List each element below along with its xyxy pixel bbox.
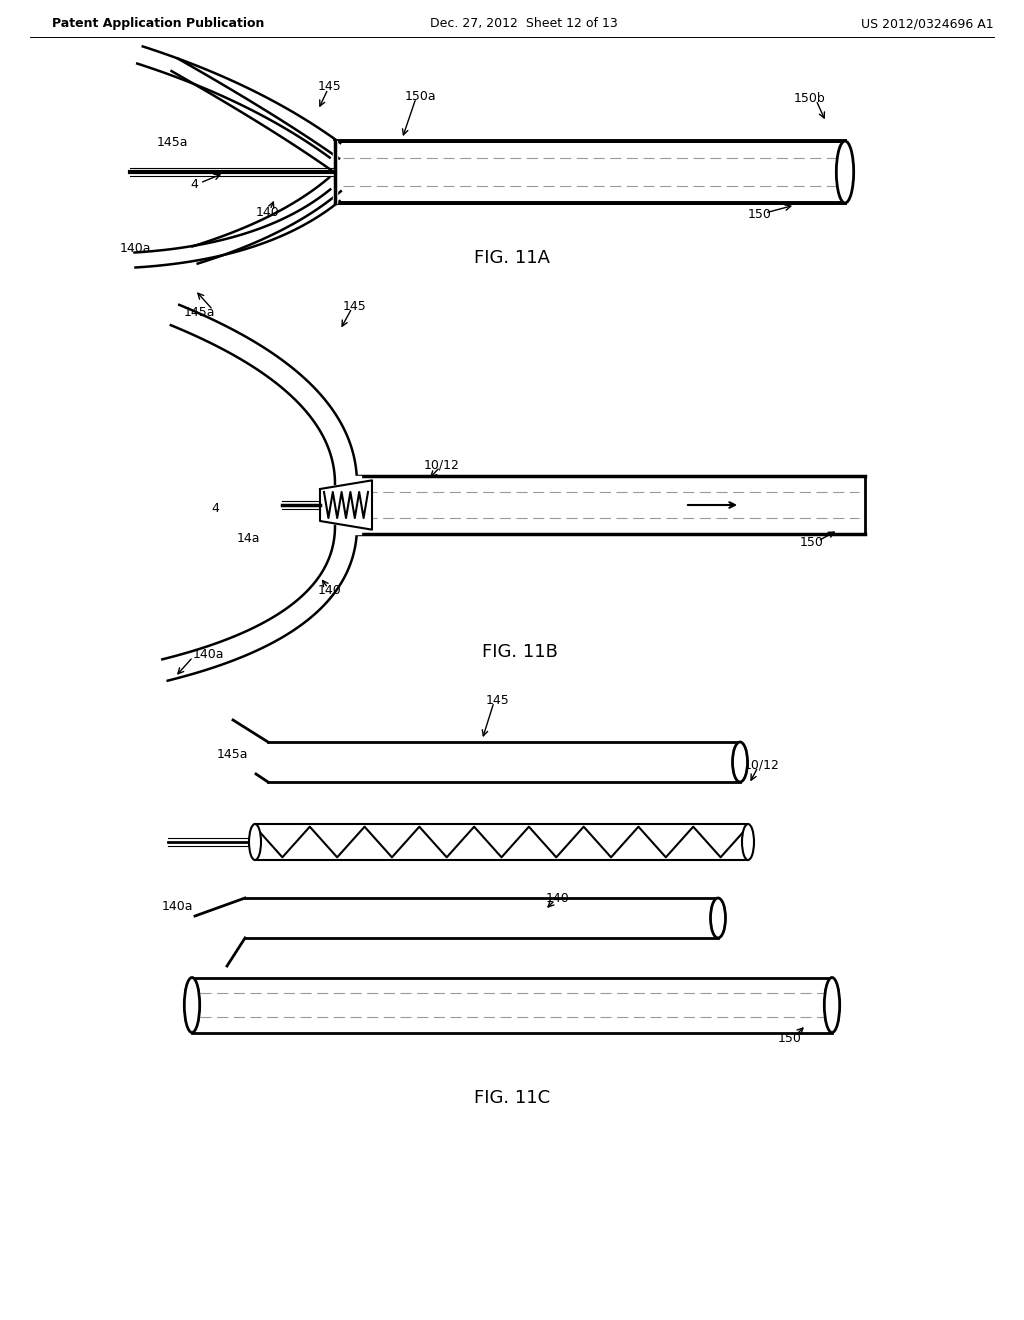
Text: 145: 145	[318, 81, 342, 94]
Text: 10/12: 10/12	[744, 759, 780, 771]
Text: 145a: 145a	[157, 136, 188, 149]
Ellipse shape	[711, 898, 725, 939]
Polygon shape	[195, 898, 245, 966]
Ellipse shape	[249, 824, 261, 861]
Polygon shape	[233, 719, 268, 781]
Text: 140a: 140a	[119, 242, 151, 255]
Text: 145a: 145a	[216, 748, 248, 762]
Text: 140a: 140a	[162, 900, 193, 913]
Text: Patent Application Publication: Patent Application Publication	[52, 17, 264, 30]
Text: 150: 150	[800, 536, 824, 549]
Polygon shape	[353, 477, 361, 535]
Polygon shape	[255, 824, 748, 861]
Polygon shape	[319, 480, 372, 529]
Polygon shape	[333, 141, 337, 203]
Text: 10/12: 10/12	[424, 458, 460, 471]
Text: 140: 140	[318, 583, 342, 597]
Text: 14a: 14a	[237, 532, 260, 544]
Polygon shape	[134, 189, 340, 268]
Text: 145: 145	[343, 300, 367, 313]
Ellipse shape	[184, 978, 200, 1032]
Polygon shape	[171, 305, 357, 484]
Text: FIG. 11A: FIG. 11A	[474, 249, 550, 267]
Text: 150: 150	[778, 1031, 802, 1044]
Polygon shape	[268, 742, 740, 781]
Text: 150a: 150a	[404, 90, 436, 103]
Text: 140: 140	[546, 891, 570, 904]
Text: US 2012/0324696 A1: US 2012/0324696 A1	[861, 17, 994, 30]
Ellipse shape	[732, 742, 748, 781]
Polygon shape	[137, 46, 340, 157]
Polygon shape	[172, 59, 339, 170]
Polygon shape	[163, 525, 357, 681]
Text: 4: 4	[190, 178, 198, 191]
Text: 140a: 140a	[193, 648, 224, 661]
Ellipse shape	[742, 824, 754, 861]
Polygon shape	[193, 978, 831, 1032]
Text: FIG. 11B: FIG. 11B	[482, 643, 558, 661]
Text: 4: 4	[211, 502, 219, 515]
Polygon shape	[245, 898, 718, 939]
Text: 150: 150	[749, 209, 772, 222]
Text: FIG. 11C: FIG. 11C	[474, 1089, 550, 1107]
Ellipse shape	[837, 141, 854, 203]
Ellipse shape	[824, 978, 840, 1032]
Polygon shape	[193, 177, 341, 264]
Polygon shape	[358, 477, 865, 535]
Text: 145a: 145a	[183, 305, 215, 318]
Text: 140: 140	[256, 206, 280, 219]
Text: Dec. 27, 2012  Sheet 12 of 13: Dec. 27, 2012 Sheet 12 of 13	[430, 17, 617, 30]
Text: 150b: 150b	[795, 91, 826, 104]
Text: 145: 145	[486, 693, 510, 706]
Polygon shape	[335, 141, 845, 203]
